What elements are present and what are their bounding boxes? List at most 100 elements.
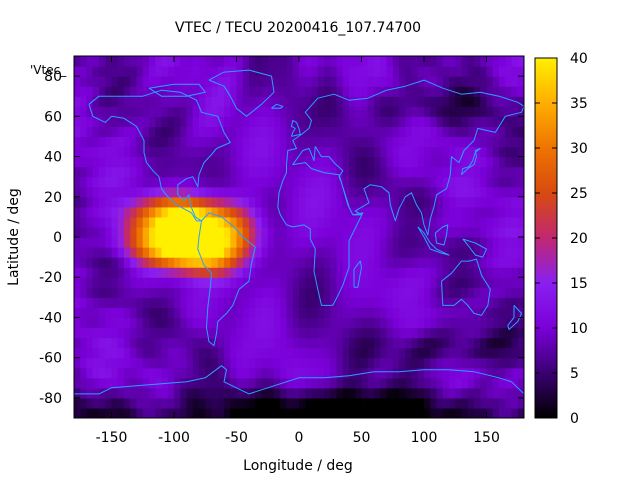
heatmap-cell xyxy=(205,196,213,208)
heatmap-cell xyxy=(474,387,481,399)
heatmap-cell xyxy=(430,66,438,77)
heatmap-cell xyxy=(499,387,506,399)
heatmap-cell xyxy=(199,196,206,208)
heatmap-cell xyxy=(74,96,81,107)
heatmap-cell xyxy=(317,337,325,349)
heatmap-cell xyxy=(317,206,325,218)
heatmap-cell xyxy=(80,287,88,298)
heatmap-cell xyxy=(424,377,431,389)
heatmap-cell xyxy=(324,116,331,127)
heatmap-cell xyxy=(511,367,519,379)
heatmap-cell xyxy=(424,136,431,148)
heatmap-cell xyxy=(305,106,313,117)
heatmap-cell xyxy=(249,397,256,409)
heatmap-cell xyxy=(436,206,444,218)
heatmap-cell xyxy=(249,277,256,288)
heatmap-cell xyxy=(117,196,125,208)
heatmap-cell xyxy=(286,136,294,148)
heatmap-cell xyxy=(149,377,156,389)
heatmap-cell xyxy=(461,377,469,389)
heatmap-cell xyxy=(411,267,419,278)
heatmap-cell xyxy=(192,277,200,288)
heatmap-cell xyxy=(180,176,188,188)
heatmap-cell xyxy=(305,337,313,349)
heatmap-cell xyxy=(99,116,106,127)
heatmap-cell xyxy=(280,307,288,319)
heatmap-cell xyxy=(305,86,313,97)
heatmap-cell xyxy=(467,56,475,67)
heatmap-cell xyxy=(92,307,100,319)
heatmap-cell xyxy=(455,327,463,339)
heatmap-cell xyxy=(280,237,288,248)
heatmap-cell xyxy=(92,176,100,188)
heatmap-cell xyxy=(349,287,356,298)
heatmap-cell xyxy=(305,116,313,127)
heatmap-cell xyxy=(311,56,319,67)
heatmap-cell xyxy=(311,106,319,117)
heatmap-cell xyxy=(199,206,206,218)
heatmap-cell xyxy=(424,226,431,238)
heatmap-cell xyxy=(105,357,113,369)
heatmap-cell xyxy=(124,317,131,329)
heatmap-cell xyxy=(242,367,250,379)
heatmap-cell xyxy=(330,136,338,148)
y-tick-label: -60 xyxy=(39,351,62,367)
y-tick-label: 60 xyxy=(44,109,62,125)
heatmap-cell xyxy=(380,357,388,369)
heatmap-cell xyxy=(199,317,206,329)
heatmap-cell xyxy=(461,267,469,278)
heatmap-cell xyxy=(405,206,413,218)
heatmap-cell xyxy=(349,267,356,278)
heatmap-cell xyxy=(92,357,100,369)
heatmap-cell xyxy=(211,136,219,148)
heatmap-cell xyxy=(124,226,131,238)
heatmap-cell xyxy=(330,126,338,138)
heatmap-cell xyxy=(211,297,219,308)
heatmap-cell xyxy=(499,297,506,308)
heatmap-cell xyxy=(292,357,300,369)
heatmap-cell xyxy=(92,397,100,409)
heatmap-cell xyxy=(217,377,225,389)
heatmap-cell xyxy=(130,156,138,168)
heatmap-cell xyxy=(205,86,213,97)
heatmap-cell xyxy=(336,357,344,369)
heatmap-cell xyxy=(80,267,88,278)
heatmap-cell xyxy=(349,176,356,188)
heatmap-cell xyxy=(374,397,381,409)
heatmap-cell xyxy=(330,377,338,389)
heatmap-cell xyxy=(511,206,519,218)
heatmap-cell xyxy=(155,247,163,258)
heatmap-cell xyxy=(380,166,388,178)
heatmap-cell xyxy=(149,297,156,308)
heatmap-cell xyxy=(392,66,400,77)
heatmap-cell xyxy=(174,247,181,258)
heatmap-cell xyxy=(305,66,313,77)
heatmap-cell xyxy=(517,86,524,97)
heatmap-cell xyxy=(405,397,413,409)
heatmap-cell xyxy=(261,397,269,409)
heatmap-cell xyxy=(436,257,444,268)
heatmap-cell xyxy=(249,156,256,168)
heatmap-cell xyxy=(486,327,494,339)
heatmap-cell xyxy=(317,66,325,77)
heatmap-cell xyxy=(180,247,188,258)
heatmap-cell xyxy=(211,257,219,268)
heatmap-cell xyxy=(180,397,188,409)
heatmap-cell xyxy=(417,146,425,158)
heatmap-cell xyxy=(111,196,119,208)
heatmap-cell xyxy=(174,367,181,379)
heatmap-cell xyxy=(192,257,200,268)
heatmap-cell xyxy=(474,136,481,148)
heatmap-cell xyxy=(355,287,363,298)
heatmap-cell xyxy=(449,317,456,329)
heatmap-cell xyxy=(367,66,375,77)
heatmap-cell xyxy=(442,247,450,258)
heatmap-cell xyxy=(74,397,81,409)
heatmap-cell xyxy=(342,407,350,418)
heatmap-cell xyxy=(480,116,488,127)
x-axis-label: Longitude / deg xyxy=(243,458,353,474)
heatmap-cell xyxy=(436,126,444,138)
heatmap-cell xyxy=(136,367,144,379)
heatmap-cell xyxy=(242,116,250,127)
heatmap-cell xyxy=(267,166,275,178)
